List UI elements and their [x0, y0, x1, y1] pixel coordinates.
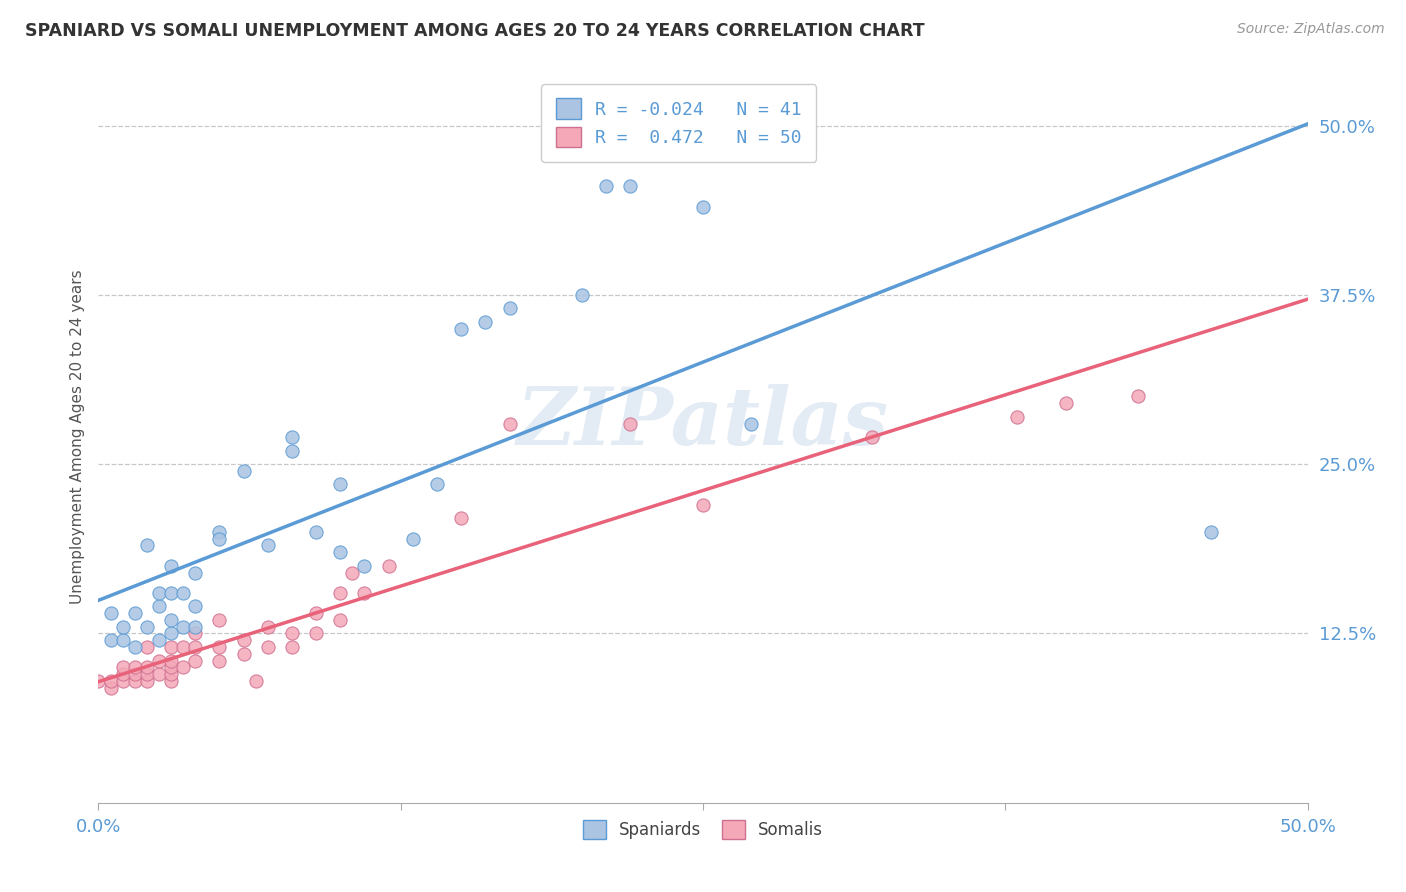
Point [740, 417, 762, 431]
Point [595, 179, 617, 194]
Point [281, 626, 304, 640]
Point [160, 558, 183, 573]
Point [184, 599, 207, 614]
Point [353, 586, 375, 600]
Point [329, 477, 352, 491]
Point [160, 640, 183, 654]
Point [87, 673, 110, 688]
Point [148, 599, 170, 614]
Point [124, 667, 146, 681]
Point [402, 532, 425, 546]
Point [111, 667, 134, 681]
Point [184, 640, 207, 654]
Point [305, 626, 328, 640]
Point [148, 633, 170, 648]
Point [124, 660, 146, 674]
Point [450, 322, 472, 336]
Point [172, 620, 194, 634]
Point [111, 633, 134, 648]
Point [111, 673, 134, 688]
Point [135, 667, 157, 681]
Point [619, 417, 641, 431]
Point [160, 626, 183, 640]
Point [232, 633, 254, 648]
Point [232, 464, 254, 478]
Point [329, 586, 352, 600]
Point [160, 673, 183, 688]
Point [111, 620, 134, 634]
Point [100, 673, 122, 688]
Point [184, 620, 207, 634]
Point [353, 558, 375, 573]
Point [256, 620, 278, 634]
Point [619, 179, 641, 194]
Point [208, 524, 231, 539]
Point [305, 606, 328, 620]
Point [160, 660, 183, 674]
Point [281, 443, 304, 458]
Point [450, 511, 472, 525]
Point [305, 524, 328, 539]
Point [160, 654, 183, 668]
Y-axis label: Unemployment Among Ages 20 to 24 years: Unemployment Among Ages 20 to 24 years [69, 269, 84, 605]
Text: ZIPatlas: ZIPatlas [517, 384, 889, 461]
Point [124, 673, 146, 688]
Legend: Spaniards, Somalis: Spaniards, Somalis [576, 814, 830, 846]
Point [172, 660, 194, 674]
Point [184, 566, 207, 580]
Point [208, 532, 231, 546]
Point [172, 586, 194, 600]
Point [692, 200, 714, 214]
Point [1128, 389, 1150, 403]
Point [100, 633, 122, 648]
Point [135, 660, 157, 674]
Point [1199, 524, 1222, 539]
Point [184, 626, 207, 640]
Point [184, 654, 207, 668]
Point [474, 315, 496, 329]
Text: SPANIARD VS SOMALI UNEMPLOYMENT AMONG AGES 20 TO 24 YEARS CORRELATION CHART: SPANIARD VS SOMALI UNEMPLOYMENT AMONG AG… [25, 22, 925, 40]
Point [377, 558, 399, 573]
Point [281, 430, 304, 444]
Point [148, 654, 170, 668]
Point [135, 673, 157, 688]
Point [160, 586, 183, 600]
Point [172, 640, 194, 654]
Text: Source: ZipAtlas.com: Source: ZipAtlas.com [1237, 22, 1385, 37]
Point [329, 545, 352, 559]
Point [498, 417, 520, 431]
Point [135, 640, 157, 654]
Point [342, 566, 364, 580]
Point [245, 673, 267, 688]
Point [1007, 409, 1029, 424]
Point [692, 498, 714, 512]
Point [232, 647, 254, 661]
Point [256, 538, 278, 552]
Point [148, 667, 170, 681]
Point [111, 660, 134, 674]
Point [148, 586, 170, 600]
Point [124, 606, 146, 620]
Point [135, 538, 157, 552]
Point [208, 613, 231, 627]
Point [498, 301, 520, 316]
Point [124, 640, 146, 654]
Point [1054, 396, 1077, 410]
Point [329, 613, 352, 627]
Point [571, 288, 593, 302]
Point [860, 430, 883, 444]
Point [281, 640, 304, 654]
Point [426, 477, 449, 491]
Point [208, 640, 231, 654]
Point [100, 606, 122, 620]
Point [100, 681, 122, 695]
Point [160, 613, 183, 627]
Point [135, 620, 157, 634]
Point [208, 654, 231, 668]
Point [256, 640, 278, 654]
Point [160, 667, 183, 681]
